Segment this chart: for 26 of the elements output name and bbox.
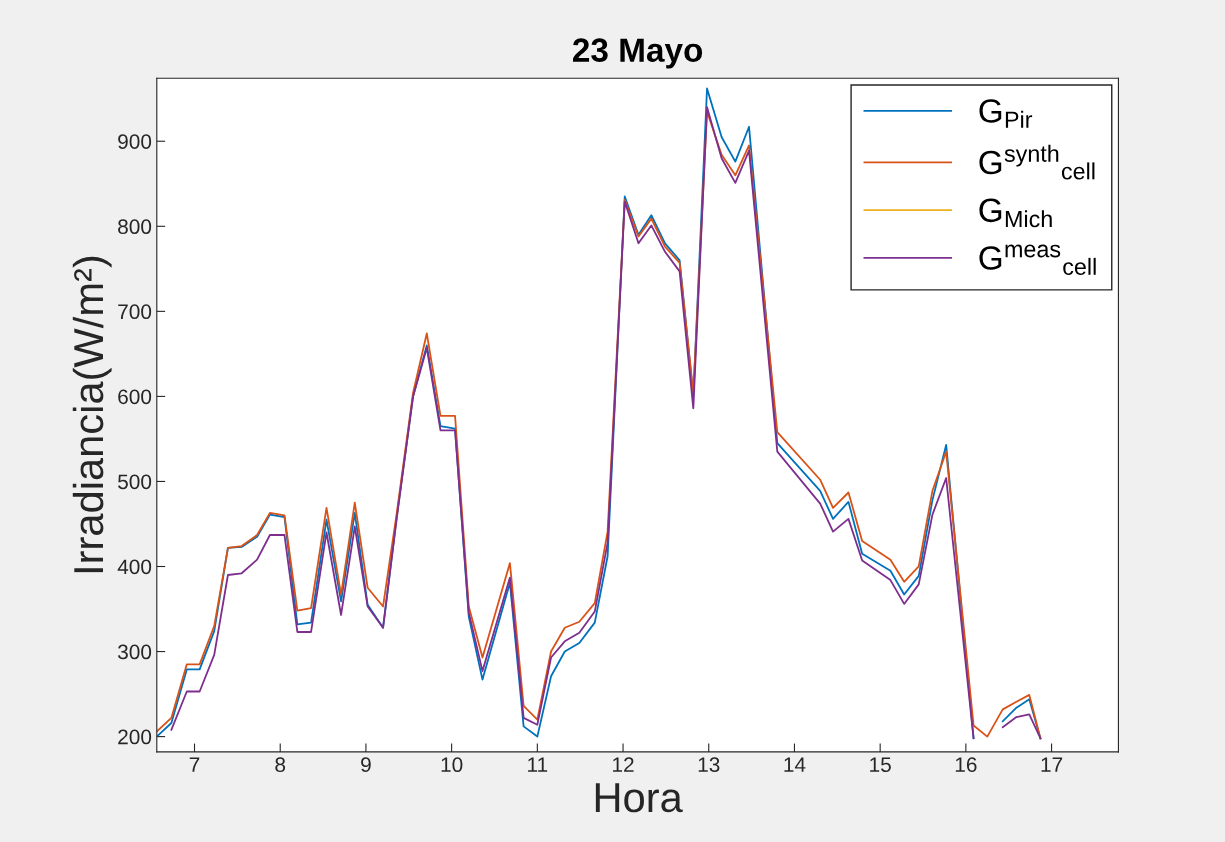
y-tick-label: 600 <box>118 389 152 405</box>
x-tick-label: 12 <box>613 757 634 772</box>
x-tick-label: 13 <box>698 757 720 773</box>
legend-label: G$_{Pir}$ <box>979 99 1033 128</box>
y-axis-title: Irradiancia(W/m²) <box>72 256 112 573</box>
y-tick-label: 700 <box>118 304 152 320</box>
y-tick-label: 500 <box>118 474 152 490</box>
y-tick-label: 200 <box>118 729 152 745</box>
x-tick-label: 15 <box>870 757 891 773</box>
x-tick-label: 8 <box>275 757 286 773</box>
legend-label: G$_{Mich}$ <box>979 198 1052 228</box>
x-tick-label: 7 <box>189 757 200 772</box>
x-axis-title: Hora <box>595 783 683 813</box>
x-tick-label: 10 <box>441 757 463 773</box>
legend-label: G$^{synth}$$_{cell}$ <box>979 144 1095 180</box>
x-tick-label: 9 <box>361 757 371 773</box>
y-tick-label: 900 <box>118 134 152 149</box>
legend-label: G$^{meas}$$_{cell}$ <box>979 244 1096 275</box>
x-tick-label: 16 <box>955 757 977 773</box>
x-tick-label: 11 <box>528 757 548 772</box>
x-tick-label: 17 <box>1041 757 1063 772</box>
y-tick-label: 400 <box>117 559 152 575</box>
x-tick-label: 14 <box>784 757 806 772</box>
y-tick-label: 800 <box>118 219 152 235</box>
chart-title: 23 Mayo <box>573 38 703 69</box>
y-tick-label: 300 <box>117 644 152 660</box>
